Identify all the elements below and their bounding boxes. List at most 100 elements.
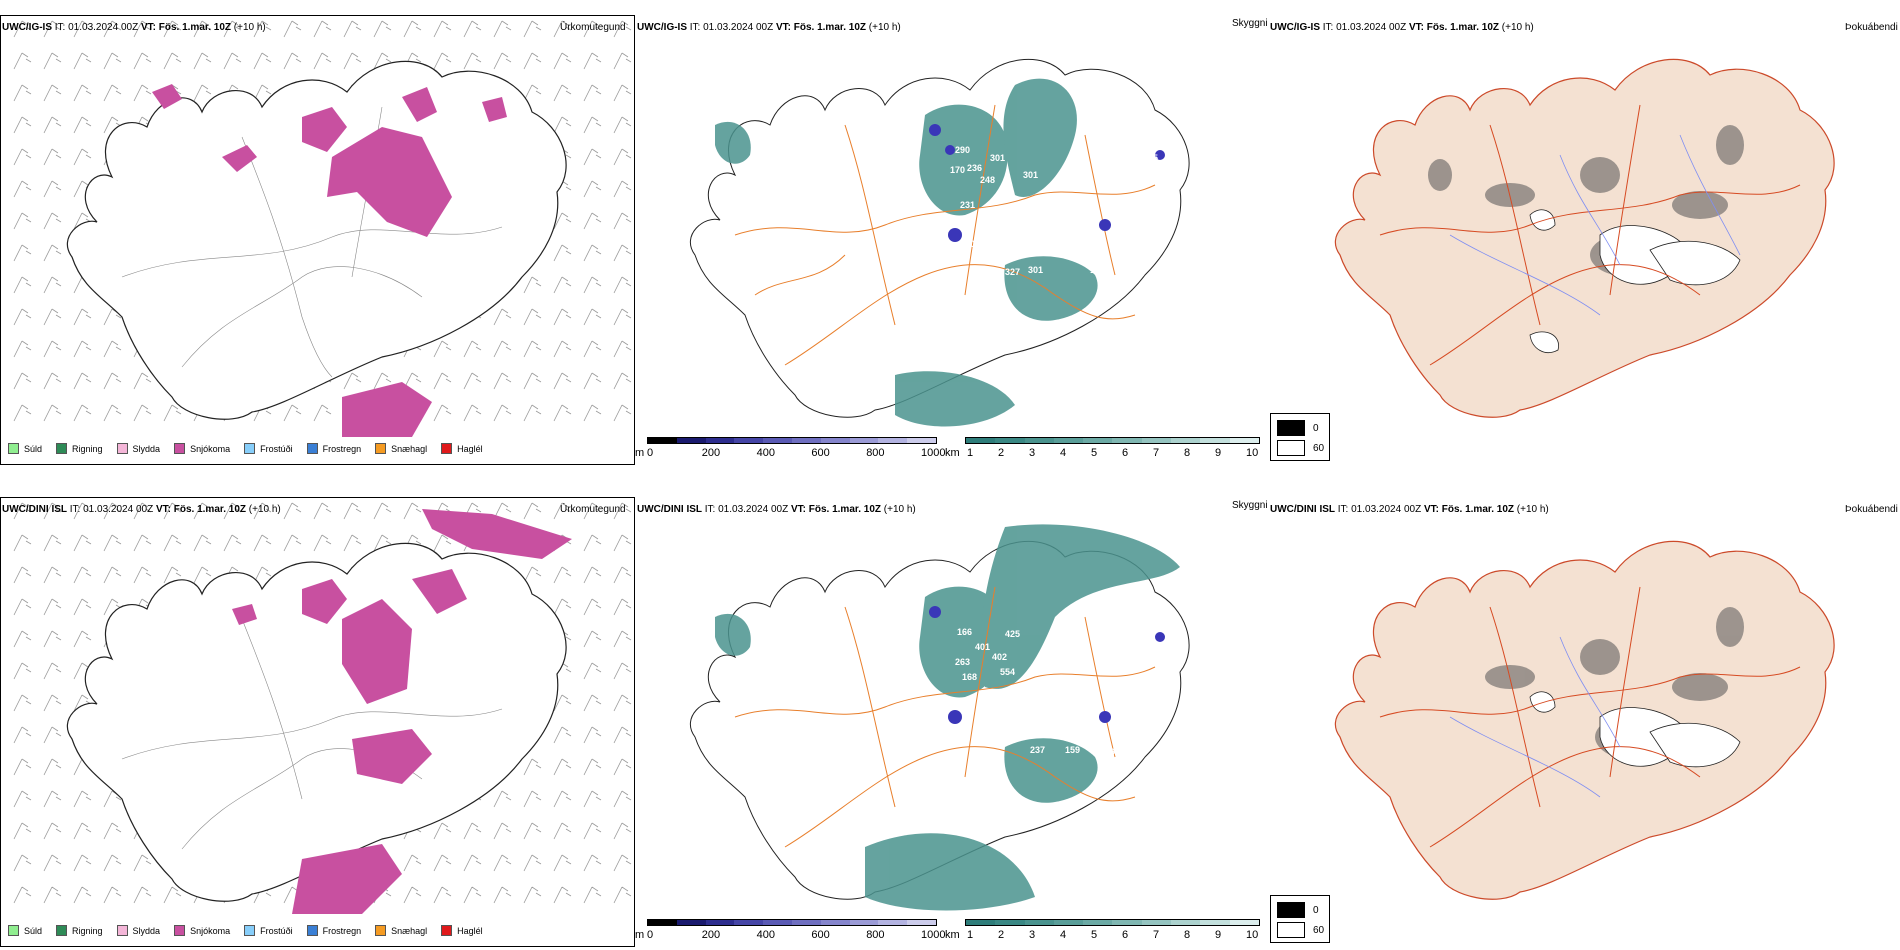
vt-prefix: VT: bbox=[155, 504, 171, 515]
header-bottom-fog: UWC/DINI ISL IT: 01.03.2024 00Z VT: Fös.… bbox=[1270, 504, 1549, 515]
legend-item: Frostúði bbox=[244, 443, 293, 454]
it-value: 01.03.2024 00Z bbox=[718, 504, 789, 515]
scale-tick: 8 bbox=[1184, 447, 1191, 459]
peak-value-label: 132 bbox=[1090, 265, 1106, 275]
panel-title-precip: Úrkomutegund bbox=[560, 22, 626, 33]
scale-unit: m bbox=[635, 447, 645, 459]
peak-value-label: 352 bbox=[1050, 217, 1066, 227]
legend-item: Frostregn bbox=[306, 443, 362, 454]
vt-value: Fös. 1.mar. 10Z bbox=[808, 504, 882, 515]
model-name: UWC/DINI ISL bbox=[2, 504, 67, 515]
scale-tick: 10 bbox=[1246, 447, 1259, 459]
fog-label: 0 bbox=[1313, 904, 1319, 916]
fog-label: 60 bbox=[1313, 924, 1325, 936]
peak-value-label: 170 bbox=[950, 165, 966, 175]
km-scale-bottom: km 1 2 3 4 5 6 7 8 9 10 bbox=[945, 919, 1265, 944]
legend-item: Snjókoma bbox=[174, 925, 230, 936]
legend-swatch bbox=[244, 925, 256, 936]
scale-tick: 800 bbox=[866, 929, 885, 941]
peak-value-label: 236 bbox=[967, 163, 983, 173]
legend-label: Haglél bbox=[457, 443, 483, 454]
legend-swatch bbox=[441, 925, 453, 936]
km-colorbar bbox=[965, 437, 1260, 444]
vt-prefix: VT: bbox=[790, 504, 806, 515]
legend-swatch bbox=[8, 443, 19, 454]
iceland-fog-map bbox=[1334, 540, 1835, 900]
vt-prefix: VT: bbox=[140, 22, 156, 33]
legend-item: Snjókoma bbox=[174, 443, 230, 454]
scale-unit: km bbox=[945, 447, 960, 459]
it-value: 01.03.2024 00Z bbox=[703, 22, 774, 33]
peak-value-label: 401 bbox=[975, 642, 991, 652]
legend-swatch bbox=[56, 443, 68, 454]
it-value: 01.03.2024 00Z bbox=[1351, 504, 1422, 515]
legend-label: Súld bbox=[24, 443, 43, 454]
m-scale-bottom: m 0 200 400 600 800 1000 bbox=[635, 919, 945, 944]
fog-swatch bbox=[1277, 440, 1305, 456]
peak-value-label: 81 bbox=[1155, 177, 1166, 187]
scale-tick: 9 bbox=[1215, 929, 1222, 941]
peak-value-label: 211 bbox=[1082, 247, 1097, 257]
fog-legend-top: 0 60 bbox=[1270, 413, 1330, 461]
legend-swatch bbox=[375, 925, 387, 936]
peak-value-label: 425 bbox=[1005, 629, 1021, 639]
scale-tick: 3 bbox=[1029, 447, 1036, 459]
legend-label: Rigning bbox=[72, 443, 103, 454]
fog-legend-item: 0 bbox=[1277, 420, 1319, 436]
scale-tick: 6 bbox=[1122, 929, 1129, 941]
iceland-precip-map bbox=[13, 20, 632, 437]
vt-value: Fös. 1.mar. 10Z bbox=[793, 22, 867, 33]
it-prefix: IT: bbox=[689, 22, 701, 33]
vt-value: Fös. 1.mar. 10Z bbox=[173, 504, 247, 515]
precip-panel-bottom: Súld Rigning Slydda Snjókoma Frostúði Frostre… bbox=[0, 497, 635, 947]
scale-tick: 1 bbox=[967, 447, 974, 459]
legend-label: Frostregn bbox=[322, 443, 362, 454]
legend-item: Snæhagl bbox=[375, 443, 427, 454]
peak-value-label: 168 bbox=[962, 672, 978, 682]
legend-label: Haglél bbox=[457, 925, 483, 936]
lead-time: (+10 h) bbox=[233, 22, 266, 33]
scale-tick: 200 bbox=[701, 929, 721, 941]
vt-value: Fös. 1.mar. 10Z bbox=[158, 22, 232, 33]
peak-value-label: 405 bbox=[965, 239, 981, 249]
peak-value-label: 373 bbox=[1047, 695, 1063, 705]
m-colorbar bbox=[647, 437, 937, 444]
scale-tick: 4 bbox=[1060, 447, 1067, 459]
fog-swatch bbox=[1277, 922, 1305, 938]
scale-tick: 2 bbox=[998, 929, 1005, 941]
model-name: UWC/DINI ISL bbox=[637, 504, 702, 515]
legend-swatch bbox=[174, 925, 186, 936]
peak-value-label: 371 bbox=[1080, 127, 1096, 137]
legend-item: Haglél bbox=[441, 443, 483, 454]
header-bottom-precip: UWC/DINI ISL IT: 01.03.2024 00Z VT: Fös.… bbox=[2, 504, 281, 515]
lead-time: (+10 h) bbox=[1516, 504, 1549, 515]
scale-tick: 200 bbox=[701, 447, 721, 459]
vt-prefix: VT: bbox=[1408, 22, 1424, 33]
legend-label: Rigning bbox=[72, 925, 103, 936]
fog-legend-item: 60 bbox=[1277, 440, 1324, 456]
peak-value-label: 42 bbox=[863, 249, 874, 259]
peak-value-label: 301 bbox=[1028, 265, 1044, 275]
panel-title-clouds: Skyggni bbox=[1232, 500, 1268, 511]
legend-swatch bbox=[8, 925, 19, 936]
iceland-precip-map bbox=[13, 502, 632, 914]
model-name: UWC/IG-IS bbox=[2, 22, 52, 33]
legend-label: Snæhagl bbox=[391, 925, 428, 936]
legend-label: Snæhagl bbox=[391, 443, 428, 454]
scale-tick: 1000 bbox=[921, 929, 946, 941]
it-value: 01.03.2024 00Z bbox=[1336, 22, 1407, 33]
fog-label: 60 bbox=[1313, 442, 1325, 454]
scale-tick: 6 bbox=[1122, 447, 1129, 459]
legend-label: Frostúði bbox=[260, 443, 293, 454]
values-top: 290 170 236 301 248 231 301 589 352 371 95 81 405 327… bbox=[635, 35, 1265, 435]
iceland-outline bbox=[1334, 540, 1835, 900]
legend-item: Frostúði bbox=[244, 925, 293, 936]
vt-value: Fös. 1.mar. 10Z bbox=[1441, 504, 1515, 515]
lead-time: (+10 h) bbox=[248, 504, 281, 515]
peak-value-label: 589 bbox=[1033, 210, 1049, 220]
legend-item: Slydda bbox=[116, 443, 160, 454]
values-bottom: 166 401 263 168 425 402 554 47 373 237 159 149 14 81 2… bbox=[635, 517, 1265, 917]
scale-tick: 1 bbox=[967, 929, 974, 941]
fog-swatch bbox=[1277, 420, 1305, 436]
peak-value-label: 95 bbox=[1148, 153, 1159, 163]
